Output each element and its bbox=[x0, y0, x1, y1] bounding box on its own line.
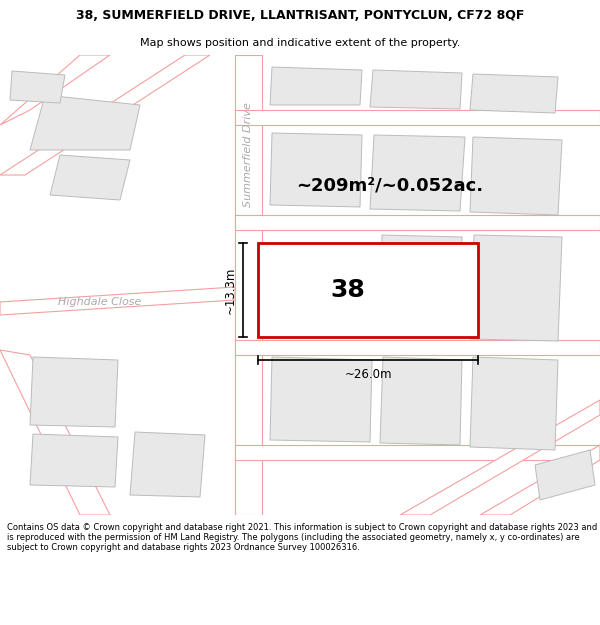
Polygon shape bbox=[0, 350, 110, 515]
Text: Highdale Close: Highdale Close bbox=[58, 297, 142, 307]
Polygon shape bbox=[270, 67, 362, 105]
Polygon shape bbox=[258, 243, 478, 337]
Polygon shape bbox=[235, 340, 600, 355]
Polygon shape bbox=[270, 357, 372, 442]
Polygon shape bbox=[0, 287, 235, 315]
Polygon shape bbox=[370, 70, 462, 109]
Polygon shape bbox=[130, 432, 205, 497]
Text: ~26.0m: ~26.0m bbox=[344, 368, 392, 381]
Text: ~13.3m: ~13.3m bbox=[224, 266, 237, 314]
Polygon shape bbox=[470, 137, 562, 215]
Polygon shape bbox=[10, 71, 65, 103]
Polygon shape bbox=[400, 400, 600, 515]
Polygon shape bbox=[50, 155, 130, 200]
Polygon shape bbox=[30, 95, 140, 150]
Polygon shape bbox=[235, 445, 600, 460]
Polygon shape bbox=[235, 110, 600, 125]
Polygon shape bbox=[30, 434, 118, 487]
Polygon shape bbox=[470, 235, 562, 341]
Text: 38, SUMMERFIELD DRIVE, LLANTRISANT, PONTYCLUN, CF72 8QF: 38, SUMMERFIELD DRIVE, LLANTRISANT, PONT… bbox=[76, 9, 524, 22]
Text: ~209m²/~0.052ac.: ~209m²/~0.052ac. bbox=[296, 176, 484, 194]
Text: Map shows position and indicative extent of the property.: Map shows position and indicative extent… bbox=[140, 38, 460, 48]
Polygon shape bbox=[270, 133, 362, 207]
Polygon shape bbox=[30, 357, 118, 427]
Polygon shape bbox=[535, 450, 595, 500]
Text: 38: 38 bbox=[331, 278, 365, 302]
Polygon shape bbox=[470, 74, 558, 113]
Polygon shape bbox=[0, 55, 110, 125]
Polygon shape bbox=[380, 235, 462, 337]
Polygon shape bbox=[470, 357, 558, 450]
Polygon shape bbox=[235, 55, 262, 515]
Text: Contains OS data © Crown copyright and database right 2021. This information is : Contains OS data © Crown copyright and d… bbox=[7, 522, 598, 552]
Polygon shape bbox=[0, 55, 210, 175]
Polygon shape bbox=[235, 215, 600, 230]
Text: Summerfield Drive: Summerfield Drive bbox=[243, 102, 253, 208]
Polygon shape bbox=[480, 445, 600, 515]
Polygon shape bbox=[370, 135, 465, 211]
Polygon shape bbox=[380, 357, 462, 445]
